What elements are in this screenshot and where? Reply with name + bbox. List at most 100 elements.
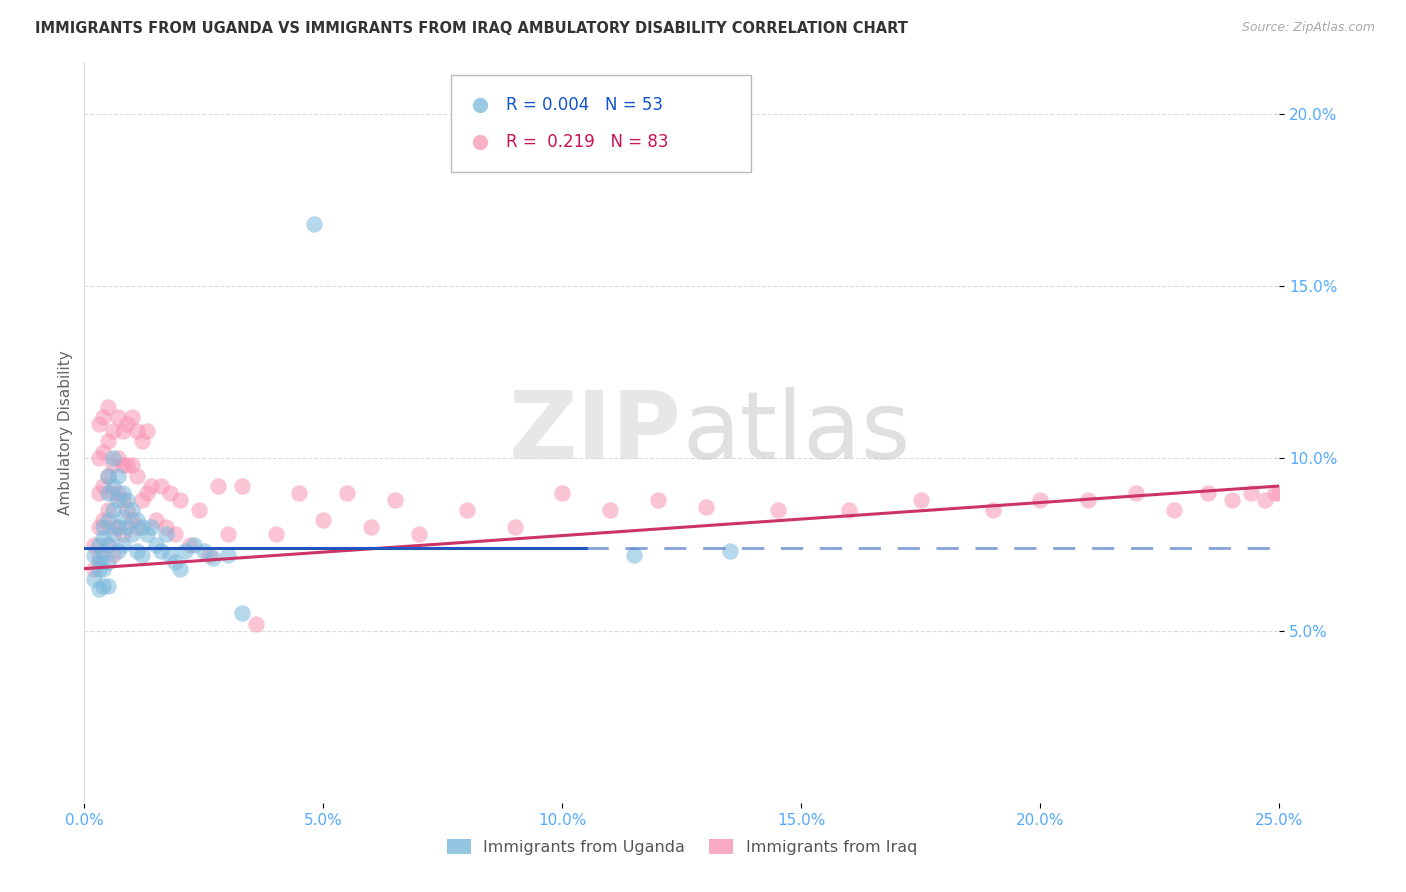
Point (97, 579, 120, 593)
Point (125, 468, 148, 483)
Point (131, 434, 153, 449)
Point (135, 527, 157, 541)
Point (135, 424, 157, 438)
Point (125, 520, 148, 534)
Point (101, 486, 124, 500)
Point (87, 451, 110, 466)
Point (121, 458, 143, 473)
Point (145, 537, 167, 551)
Point (93, 548, 115, 562)
Point (117, 503, 139, 517)
Point (97, 555, 120, 569)
Point (97, 400, 120, 414)
Point (97, 486, 120, 500)
Point (83, 561, 105, 575)
Point (384, 492, 406, 507)
Point (165, 527, 187, 541)
Point (117, 520, 139, 534)
Text: ZIP: ZIP (509, 386, 682, 479)
Point (107, 468, 129, 483)
Point (93, 579, 115, 593)
Point (207, 479, 229, 493)
Point (97, 503, 120, 517)
Point (83, 548, 105, 562)
Point (188, 503, 211, 517)
Point (101, 548, 124, 562)
Point (125, 424, 148, 438)
Point (107, 492, 129, 507)
Point (107, 544, 129, 558)
Point (101, 527, 124, 541)
Point (111, 537, 134, 551)
Point (231, 607, 253, 621)
Point (159, 486, 181, 500)
Point (97, 537, 120, 551)
Point (193, 544, 215, 558)
Point (87, 548, 110, 562)
Point (111, 486, 134, 500)
Point (245, 616, 267, 631)
Point (503, 520, 526, 534)
Point (111, 492, 134, 507)
Point (217, 527, 239, 541)
Point (360, 520, 382, 534)
Point (121, 410, 143, 425)
Point (131, 548, 153, 562)
Point (107, 486, 129, 500)
Point (1220, 492, 1243, 507)
Point (93, 479, 115, 493)
Point (1163, 503, 1185, 517)
Point (159, 548, 181, 562)
Point (121, 527, 143, 541)
Point (183, 537, 205, 551)
Point (145, 513, 167, 527)
Point (141, 479, 163, 493)
Point (87, 555, 110, 569)
Point (135, 486, 157, 500)
Point (93, 513, 115, 527)
Point (117, 417, 139, 431)
Point (169, 561, 191, 575)
Point (302, 217, 325, 231)
Point (599, 503, 621, 517)
Text: IMMIGRANTS FROM UGANDA VS IMMIGRANTS FROM IRAQ AMBULATORY DISABILITY CORRELATION: IMMIGRANTS FROM UGANDA VS IMMIGRANTS FRO… (35, 21, 908, 37)
Point (111, 527, 134, 541)
Point (264, 527, 287, 541)
Legend: Immigrants from Uganda, Immigrants from Iraq: Immigrants from Uganda, Immigrants from … (440, 833, 924, 862)
Text: R =  0.219   N = 83: R = 0.219 N = 83 (506, 133, 669, 151)
Point (83, 537, 105, 551)
Point (125, 513, 148, 527)
Point (910, 492, 932, 507)
Point (288, 486, 311, 500)
Point (83, 572, 105, 586)
Point (107, 520, 129, 534)
Point (165, 555, 187, 569)
Point (101, 503, 124, 517)
Point (456, 503, 478, 517)
Point (1197, 486, 1219, 500)
Point (93, 444, 115, 458)
Point (87, 486, 110, 500)
Point (1077, 492, 1099, 507)
Point (101, 520, 124, 534)
Point (111, 510, 134, 524)
Point (131, 492, 153, 507)
Point (97, 468, 120, 483)
Point (101, 479, 124, 493)
Point (93, 410, 115, 425)
Point (202, 551, 225, 566)
Point (173, 544, 195, 558)
Point (149, 544, 172, 558)
Point (155, 527, 177, 541)
Point (1268, 486, 1291, 500)
Point (623, 548, 645, 562)
Point (117, 492, 139, 507)
Point (155, 520, 177, 534)
Point (107, 451, 129, 466)
Point (1029, 492, 1052, 507)
Point (838, 503, 860, 517)
Point (141, 520, 163, 534)
Point (93, 561, 115, 575)
Point (87, 520, 110, 534)
Point (766, 503, 789, 517)
